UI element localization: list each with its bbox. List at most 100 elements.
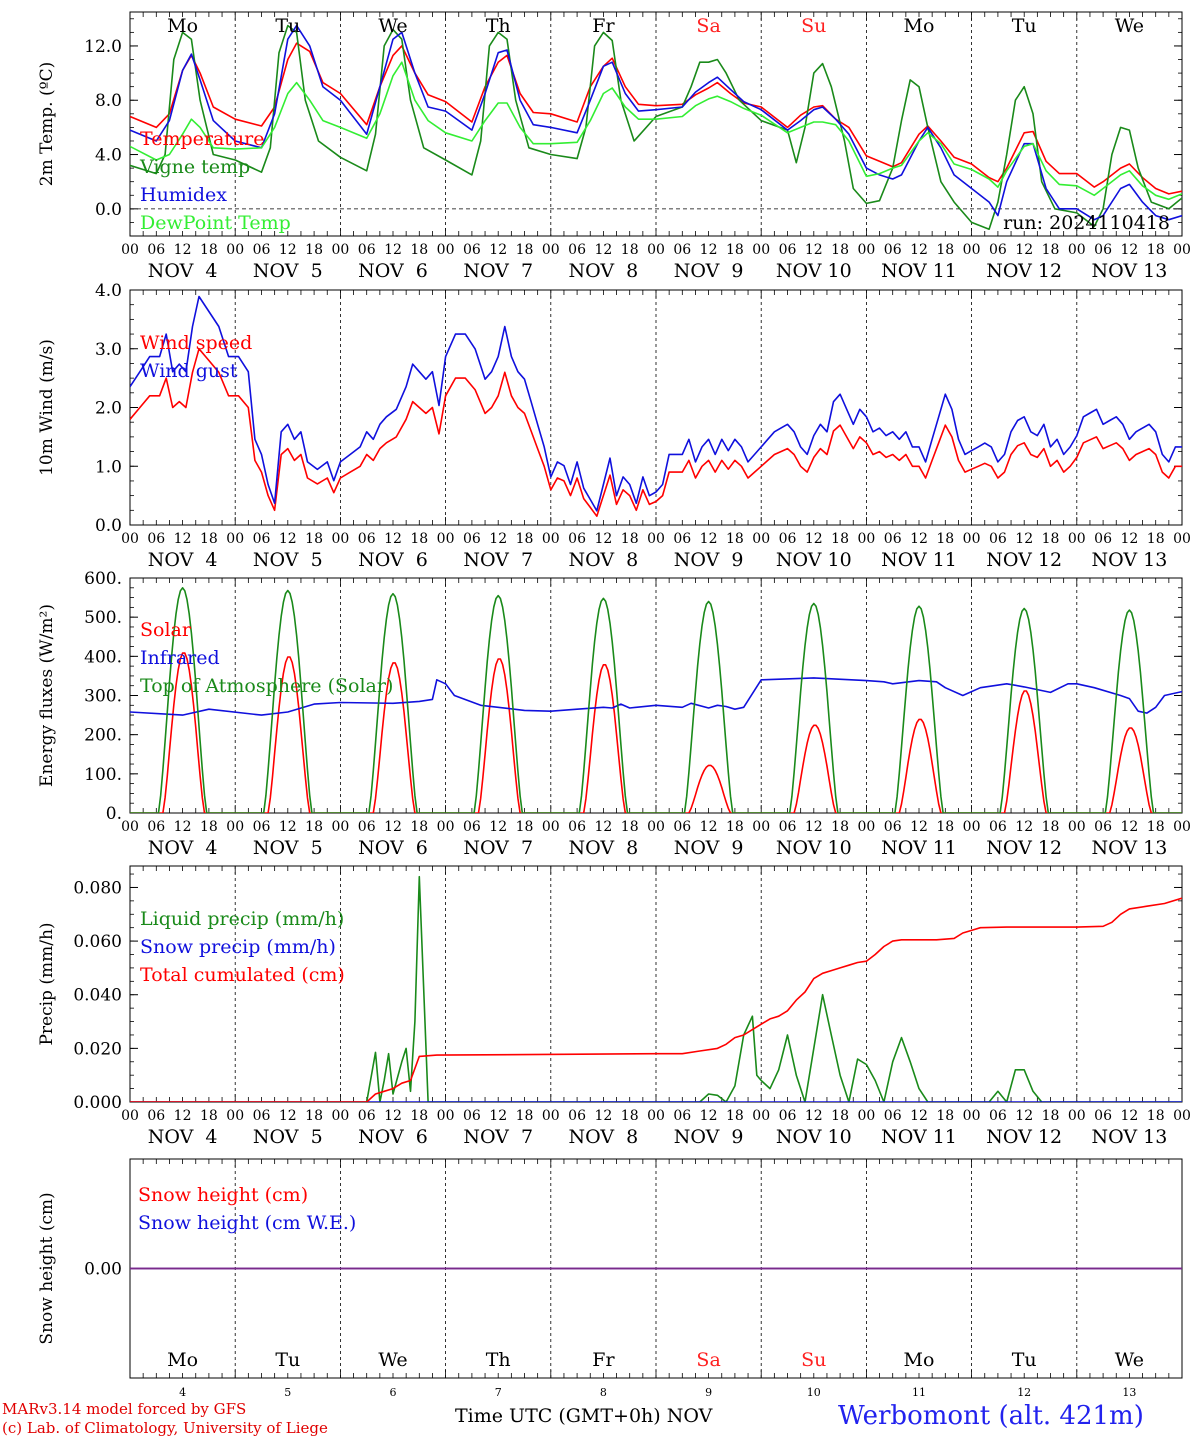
hour-tick-label: 06 (779, 819, 797, 835)
weekday-label-top: Su (801, 15, 826, 37)
weekday-label-top: Th (486, 15, 511, 37)
date-label: NOV 5 (253, 549, 323, 571)
legend-entry: Vigne temp (139, 156, 250, 178)
date-label: NOV 6 (358, 260, 428, 282)
date-label: NOV 12 (986, 260, 1062, 282)
hour-tick-label: 12 (805, 242, 823, 258)
date-label: NOV 12 (986, 1126, 1062, 1148)
date-label: NOV 10 (776, 837, 852, 859)
hour-tick-label: 12 (489, 531, 507, 547)
date-label: NOV 11 (881, 1126, 957, 1148)
y-tick-label: 600. (84, 569, 122, 589)
y-tick-label: 0.080 (73, 878, 122, 898)
snow-panel: 0.00 Snow height (cm) Snow height (cm) Snow… (37, 1158, 1183, 1399)
day-number-label: 12 (1017, 1386, 1031, 1399)
hour-tick-label: 18 (1042, 531, 1060, 547)
weekday-label-top: We (1115, 15, 1144, 37)
series-line-wind_gust (130, 295, 1182, 512)
date-label: NOV 6 (358, 1126, 428, 1148)
hour-tick-label: 18 (1147, 242, 1165, 258)
hour-tick-label: 00 (1068, 1108, 1086, 1124)
hour-tick-label: 06 (568, 242, 586, 258)
hour-tick-label: 12 (174, 1108, 192, 1124)
hour-tick-label: 12 (1120, 242, 1138, 258)
hour-tick-label: 12 (174, 819, 192, 835)
legend-entry: Liquid precip (mm/h) (140, 908, 344, 930)
hour-tick-label: 12 (594, 819, 612, 835)
hour-tick-label: 12 (279, 531, 297, 547)
date-label: NOV 12 (986, 837, 1062, 859)
hour-tick-label: 06 (253, 242, 271, 258)
hour-tick-label: 12 (1015, 1108, 1033, 1124)
hour-tick-label: 00 (121, 1108, 139, 1124)
hour-tick-label: 00 (1173, 819, 1191, 835)
hour-tick-label: 18 (516, 1108, 534, 1124)
hour-tick-label: 06 (147, 819, 165, 835)
hour-tick-label: 12 (700, 819, 718, 835)
hour-tick-label: 12 (1120, 1108, 1138, 1124)
date-label: NOV 8 (569, 1126, 639, 1148)
y-tick-label: 100. (84, 765, 122, 785)
hour-tick-label: 06 (884, 242, 902, 258)
y-tick-label: 500. (84, 608, 122, 628)
legend-entry: Temperature (140, 128, 264, 150)
hour-tick-label: 12 (384, 1108, 402, 1124)
y-tick-label: 0.0 (95, 516, 122, 536)
hour-tick-label: 06 (568, 531, 586, 547)
hour-tick-label: 18 (516, 242, 534, 258)
date-label: NOV 11 (881, 837, 957, 859)
date-label: NOV 6 (358, 549, 428, 571)
date-label: NOV 4 (148, 549, 218, 571)
y-axis-label: Precip (mm/h) (37, 922, 57, 1045)
hour-tick-label: 06 (358, 242, 376, 258)
hour-tick-label: 00 (226, 531, 244, 547)
station-name: Werbomont (alt. 421m) (838, 1401, 1144, 1431)
weekday-label-bottom: We (378, 1349, 407, 1371)
hour-tick-label: 12 (489, 819, 507, 835)
hour-tick-label: 06 (147, 242, 165, 258)
hour-tick-label: 18 (831, 819, 849, 835)
series-line-dewpoint (130, 61, 1182, 201)
day-number-label: 9 (705, 1386, 712, 1399)
date-label: NOV 8 (569, 837, 639, 859)
hour-tick-label: 12 (384, 531, 402, 547)
y-tick-label: 400. (84, 647, 122, 667)
hour-tick-label: 18 (1042, 819, 1060, 835)
date-label: NOV 7 (463, 1126, 533, 1148)
y-tick-label: 0.060 (73, 932, 122, 952)
hour-tick-label: 18 (305, 242, 323, 258)
hour-tick-label: 00 (331, 531, 349, 547)
date-label: NOV 12 (986, 549, 1062, 571)
hour-tick-label: 18 (831, 242, 849, 258)
hour-tick-label: 18 (726, 531, 744, 547)
weekday-label-bottom: Su (801, 1349, 826, 1371)
hour-tick-label: 12 (1015, 242, 1033, 258)
weekday-label-top: Sa (696, 15, 720, 37)
weekday-label-bottom: Tu (1012, 1349, 1037, 1371)
legend-entry: Top of Atmosphere (Solar) (140, 675, 393, 697)
hour-tick-label: 18 (831, 531, 849, 547)
hour-tick-label: 00 (1173, 531, 1191, 547)
hour-tick-label: 18 (936, 242, 954, 258)
precip-series-group (130, 875, 1182, 1102)
hour-tick-label: 12 (910, 1108, 928, 1124)
hour-tick-label: 00 (226, 242, 244, 258)
hour-tick-label: 12 (174, 531, 192, 547)
hour-tick-label: 06 (673, 819, 691, 835)
weekday-label-bottom: Th (486, 1349, 511, 1371)
legend-entry: Snow precip (mm/h) (140, 936, 336, 958)
weekday-label-bottom: Mo (904, 1349, 935, 1371)
hour-tick-label: 18 (200, 819, 218, 835)
hour-tick-label: 00 (542, 1108, 560, 1124)
hour-tick-label: 18 (200, 531, 218, 547)
hour-tick-label: 00 (857, 242, 875, 258)
hour-tick-label: 18 (200, 1108, 218, 1124)
legend-entry: Snow height (cm) (138, 1184, 308, 1206)
date-label: NOV 9 (674, 1126, 744, 1148)
hour-tick-label: 06 (147, 1108, 165, 1124)
date-label: NOV 9 (674, 837, 744, 859)
series-line-vigne (130, 24, 1182, 230)
y-tick-label: 0.040 (73, 986, 122, 1006)
date-label: NOV 9 (674, 260, 744, 282)
